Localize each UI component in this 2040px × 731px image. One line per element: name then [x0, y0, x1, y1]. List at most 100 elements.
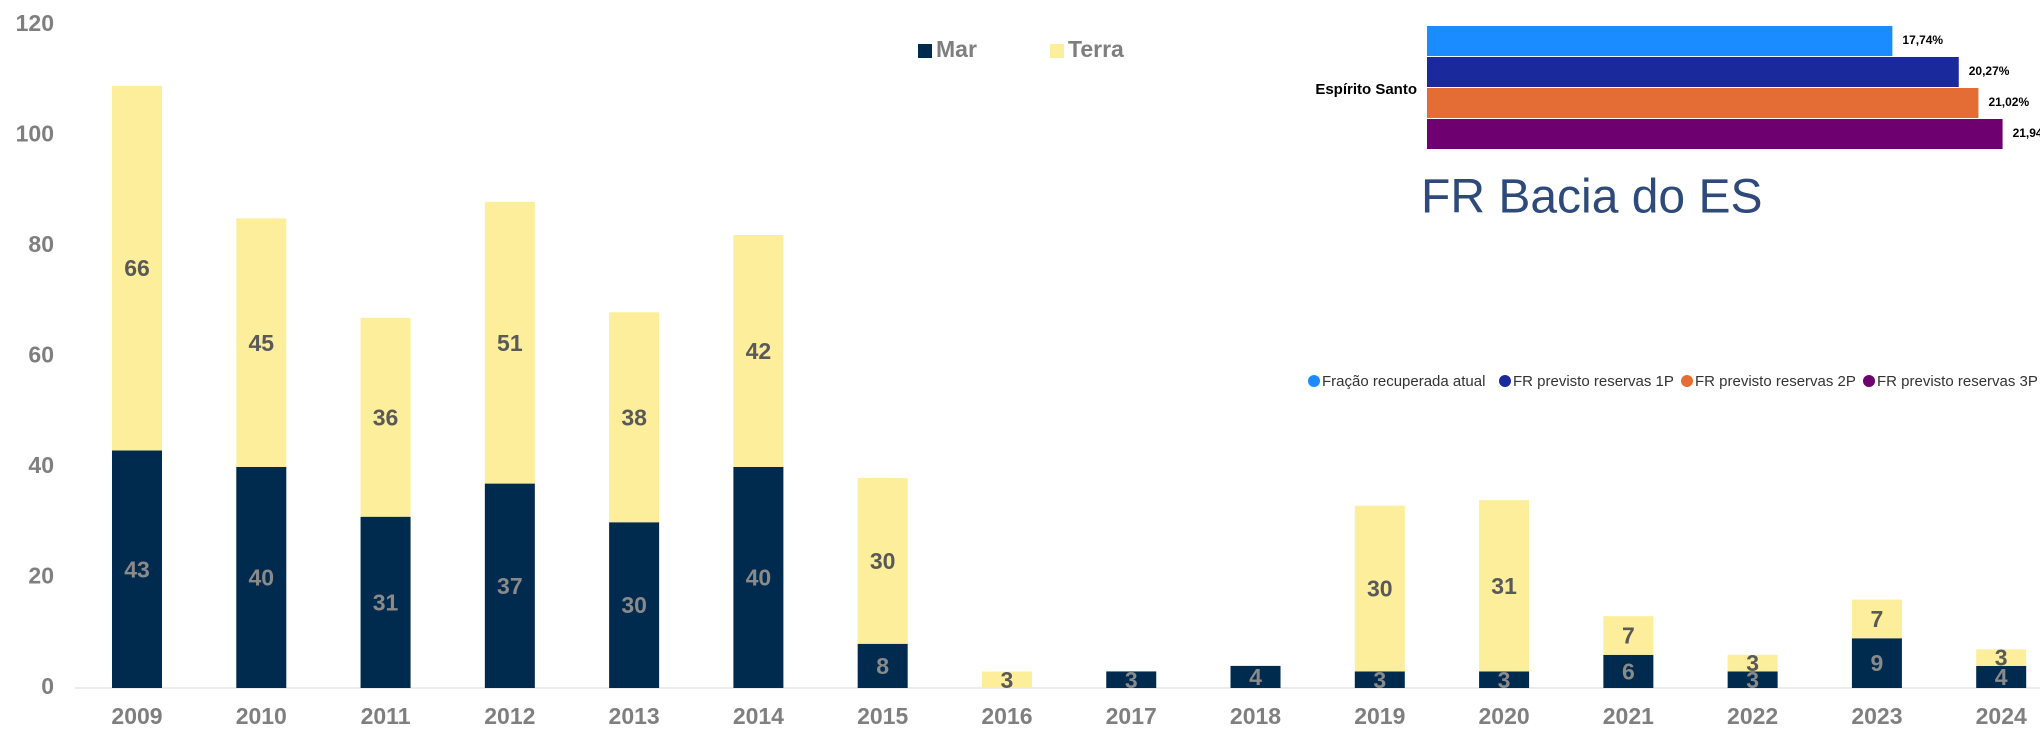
data-label: 3 [1746, 650, 1759, 676]
y-tick-label: 60 [28, 342, 54, 368]
bar-segment [1230, 665, 1281, 688]
bar-segment [1976, 665, 2027, 688]
category-label: Espírito Santo [1315, 81, 1417, 98]
x-tick-label: 2014 [733, 703, 784, 729]
data-label: 3 [1001, 667, 1014, 693]
legend-dot [1863, 375, 1875, 387]
bar-segment [1851, 599, 1902, 639]
data-label: 7 [1622, 623, 1635, 649]
bar-segment [857, 643, 908, 688]
legend-label: FR previsto reservas 2P [1695, 373, 1856, 390]
chart-title: FR Bacia do ES [1421, 171, 1762, 224]
data-label: 45 [248, 330, 274, 356]
bar [1427, 57, 1959, 87]
bar-segment [609, 312, 660, 523]
x-tick-label: 2012 [484, 703, 535, 729]
legend-dot [1308, 375, 1320, 387]
legend-swatch [918, 44, 932, 58]
legend-swatch [1050, 44, 1064, 58]
data-label: 31 [1491, 573, 1517, 599]
data-label: 17,74% [1902, 33, 1943, 47]
bar-segment [360, 317, 411, 517]
bar-segment [484, 483, 535, 688]
data-label: 66 [124, 255, 150, 281]
bar-segment [981, 671, 1032, 688]
bar-segment [1727, 654, 1778, 672]
bar-segment [857, 478, 908, 644]
data-label: 7 [1871, 606, 1884, 632]
data-label: 8 [876, 653, 889, 679]
bar [1427, 119, 2003, 149]
legend-label: Fração recuperada atual [1322, 373, 1485, 390]
bar-segment [733, 234, 784, 467]
data-label: 3 [1498, 667, 1511, 693]
legend-dot [1681, 375, 1693, 387]
x-tick-label: 2020 [1478, 703, 1529, 729]
bar-segment [360, 516, 411, 688]
bar-segment [112, 85, 162, 451]
y-tick-label: 80 [28, 231, 54, 257]
legend-label: FR previsto reservas 3P [1877, 373, 2038, 390]
x-tick-label: 2015 [857, 703, 908, 729]
data-label: 3 [1125, 667, 1138, 693]
bar-segment [733, 467, 784, 688]
x-tick-label: 2011 [361, 703, 411, 729]
legend-label: Mar [936, 36, 977, 62]
data-label: 43 [124, 556, 150, 582]
x-tick-label: 2021 [1603, 703, 1654, 729]
x-tick-label: 2009 [111, 703, 162, 729]
bar-segment [484, 201, 535, 484]
bar-segment [1354, 671, 1405, 688]
bar-segment [1727, 671, 1778, 688]
data-label: 51 [497, 330, 523, 356]
x-tick-label: 2013 [609, 703, 660, 729]
x-tick-label: 2023 [1851, 703, 1902, 729]
bar-segment [112, 450, 162, 688]
data-label: 30 [870, 548, 896, 574]
data-label: 36 [373, 404, 399, 430]
x-tick-label: 2018 [1230, 703, 1281, 729]
data-label: 21,94% [2013, 126, 2040, 140]
bar-segment [1479, 500, 1530, 672]
x-tick-label: 2024 [1976, 703, 2027, 729]
x-tick-label: 2022 [1727, 703, 1778, 729]
data-label: 30 [621, 592, 647, 618]
bar [1427, 26, 1893, 56]
y-tick-label: 40 [28, 452, 54, 478]
data-label: 30 [1367, 576, 1393, 602]
data-label: 6 [1622, 659, 1635, 685]
x-tick-label: 2016 [981, 703, 1032, 729]
data-label: 21,02% [1988, 95, 2029, 109]
legend-label: Terra [1068, 36, 1124, 62]
x-tick-label: 2010 [236, 703, 287, 729]
bar-segment [1354, 505, 1405, 672]
legend-label: FR previsto reservas 1P [1513, 373, 1674, 390]
data-label: 4 [1249, 664, 1262, 690]
data-label: 4 [1995, 664, 2008, 690]
bar-segment [1106, 671, 1157, 688]
data-label: 31 [373, 589, 399, 615]
y-tick-label: 20 [28, 563, 54, 589]
data-label: 40 [746, 565, 772, 591]
bar-segment [1603, 616, 1654, 655]
x-tick-label: 2019 [1354, 703, 1405, 729]
bar-segment [1603, 654, 1654, 688]
data-label: 3 [1746, 667, 1759, 693]
y-tick-label: 120 [16, 10, 54, 36]
bar-segment [1976, 649, 2027, 666]
data-label: 37 [497, 573, 523, 599]
bar-segment [609, 522, 660, 688]
bar-segment [236, 467, 287, 688]
data-label: 42 [746, 338, 772, 364]
data-label: 3 [1995, 645, 2008, 671]
bar-segment [1851, 638, 1902, 688]
data-label: 20,27% [1969, 64, 2010, 78]
bar-segment [1479, 671, 1530, 688]
data-label: 3 [1373, 667, 1386, 693]
bar [1427, 88, 1979, 118]
y-tick-label: 0 [41, 673, 54, 699]
data-label: 9 [1871, 650, 1884, 676]
data-label: 38 [621, 404, 647, 430]
data-label: 40 [248, 565, 274, 591]
